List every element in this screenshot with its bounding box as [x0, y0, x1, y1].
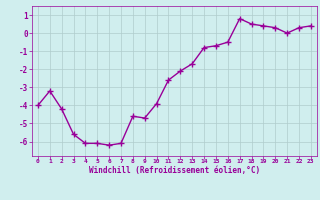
X-axis label: Windchill (Refroidissement éolien,°C): Windchill (Refroidissement éolien,°C) — [89, 166, 260, 175]
